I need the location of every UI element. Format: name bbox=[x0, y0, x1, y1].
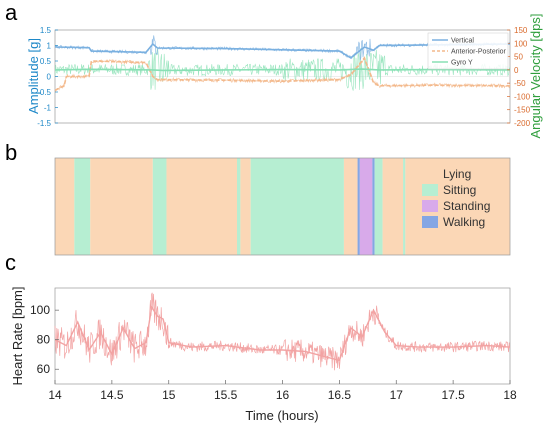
right-tick-label: -100 bbox=[514, 92, 531, 101]
panel-a-right-ticks: -200 -150 -100 -50 0 50 100 150 bbox=[507, 26, 531, 128]
x-tick-label: 14.5 bbox=[100, 388, 124, 402]
segment-lying bbox=[343, 158, 358, 255]
x-tick-label: 16.5 bbox=[328, 388, 352, 402]
segment-lying bbox=[382, 158, 404, 255]
left-tick-label: 1 bbox=[47, 42, 52, 51]
panel-a-legend-box bbox=[427, 32, 509, 70]
right-tick-label: -50 bbox=[514, 79, 526, 88]
left-tick-label: 1.5 bbox=[40, 26, 52, 35]
panel-a-left-axis-label: Amplitude [g] bbox=[26, 38, 41, 114]
x-tick-label: 15 bbox=[162, 388, 176, 402]
segment-sitting bbox=[250, 158, 344, 255]
segment-sitting bbox=[403, 158, 406, 255]
y-tick-label: 100 bbox=[30, 303, 50, 317]
segment-walking bbox=[372, 158, 375, 255]
left-tick-label: 0.5 bbox=[40, 57, 52, 66]
segment-lying bbox=[90, 158, 153, 255]
left-tick-label: -1.5 bbox=[37, 119, 51, 128]
legend-label-sitting: Sitting bbox=[443, 183, 476, 197]
panel-a-right-axis-label: Angular Velocity [dps] bbox=[528, 13, 543, 138]
y-tick-label: 80 bbox=[37, 333, 51, 347]
panel-b-legend: Lying Sitting Standing Walking bbox=[422, 167, 490, 229]
panel-c-x-axis-label: Time (hours) bbox=[245, 408, 318, 423]
legend-swatch-standing bbox=[422, 200, 438, 212]
legend-label-lying: Lying bbox=[443, 167, 471, 181]
segment-sitting bbox=[74, 158, 91, 255]
panel-c-y-ticks: 60 80 100 bbox=[30, 303, 59, 376]
series-anterior-posterior bbox=[54, 56, 511, 92]
panel-b: Lying Sitting Standing Walking bbox=[54, 157, 511, 256]
legend-label-vertical: Vertical bbox=[451, 38, 474, 45]
segment-standing bbox=[359, 158, 373, 255]
panel-c: 60 80 100 14 14.5 15 15.5 16 16.5 17 17.5 18 Heart… bbox=[10, 287, 517, 424]
segment-sitting bbox=[152, 158, 167, 255]
x-tick-label: 18 bbox=[503, 388, 517, 402]
panel-c-frame bbox=[54, 287, 511, 385]
segment-walking bbox=[357, 158, 360, 255]
right-tick-label: 50 bbox=[514, 53, 523, 62]
left-tick-label: 0 bbox=[47, 73, 52, 82]
x-tick-label: 14 bbox=[48, 388, 62, 402]
x-tick-label: 17 bbox=[390, 388, 404, 402]
heart-rate-line bbox=[54, 305, 511, 362]
panel-a-legend: Vertical Anterior-Posterior Gyro Y bbox=[427, 32, 509, 70]
panel-letter-c: c bbox=[5, 250, 16, 275]
panel-a: -1.5 -1 -0.5 0 0.5 1 1.5 -200 -150 -100 -50 0 50 100… bbox=[26, 13, 543, 138]
segment-sitting bbox=[237, 158, 241, 255]
left-tick-label: -1 bbox=[44, 104, 52, 113]
right-tick-label: 150 bbox=[514, 26, 528, 35]
segment-lying bbox=[240, 158, 251, 255]
legend-label-anterior-posterior: Anterior-Posterior bbox=[451, 49, 507, 56]
y-tick-label: 60 bbox=[37, 362, 51, 376]
panel-b-frame bbox=[54, 157, 511, 256]
series-gyro-y bbox=[54, 68, 511, 72]
panel-letter-b: b bbox=[5, 140, 17, 165]
left-tick-label: -0.5 bbox=[37, 88, 51, 97]
legend-label-walking: Walking bbox=[443, 215, 485, 229]
segment-sitting bbox=[374, 158, 383, 255]
panel-a-series bbox=[54, 42, 511, 92]
right-tick-label: -150 bbox=[514, 106, 531, 115]
legend-swatch-sitting bbox=[422, 184, 438, 196]
panel-letter-a: a bbox=[5, 0, 18, 25]
legend-swatch-walking bbox=[422, 216, 438, 228]
heart-rate-noise bbox=[54, 292, 511, 371]
segment-lying bbox=[166, 158, 237, 255]
panel-c-y-axis-label: Heart Rate [bpm] bbox=[10, 287, 25, 386]
legend-swatch-lying bbox=[422, 168, 438, 180]
x-tick-label: 17.5 bbox=[441, 388, 465, 402]
right-tick-label: 0 bbox=[514, 66, 519, 75]
legend-label-gyro-y: Gyro Y bbox=[451, 60, 473, 67]
x-tick-label: 15.5 bbox=[214, 388, 238, 402]
heart-rate-texture bbox=[54, 292, 511, 371]
x-tick-label: 16 bbox=[276, 388, 290, 402]
legend-label-standing: Standing bbox=[443, 199, 490, 213]
series-vertical bbox=[54, 42, 511, 59]
activity-segments bbox=[55, 158, 510, 255]
right-tick-label: -200 bbox=[514, 119, 531, 128]
panel-c-x-ticks: 14 14.5 15 15.5 16 16.5 17 17.5 18 bbox=[48, 380, 517, 402]
heart-rate-series bbox=[54, 305, 511, 362]
segment-lying bbox=[55, 158, 75, 255]
panel-a-left-ticks: -1.5 -1 -0.5 0 0.5 1 1.5 bbox=[37, 26, 58, 128]
right-tick-label: 100 bbox=[514, 39, 528, 48]
